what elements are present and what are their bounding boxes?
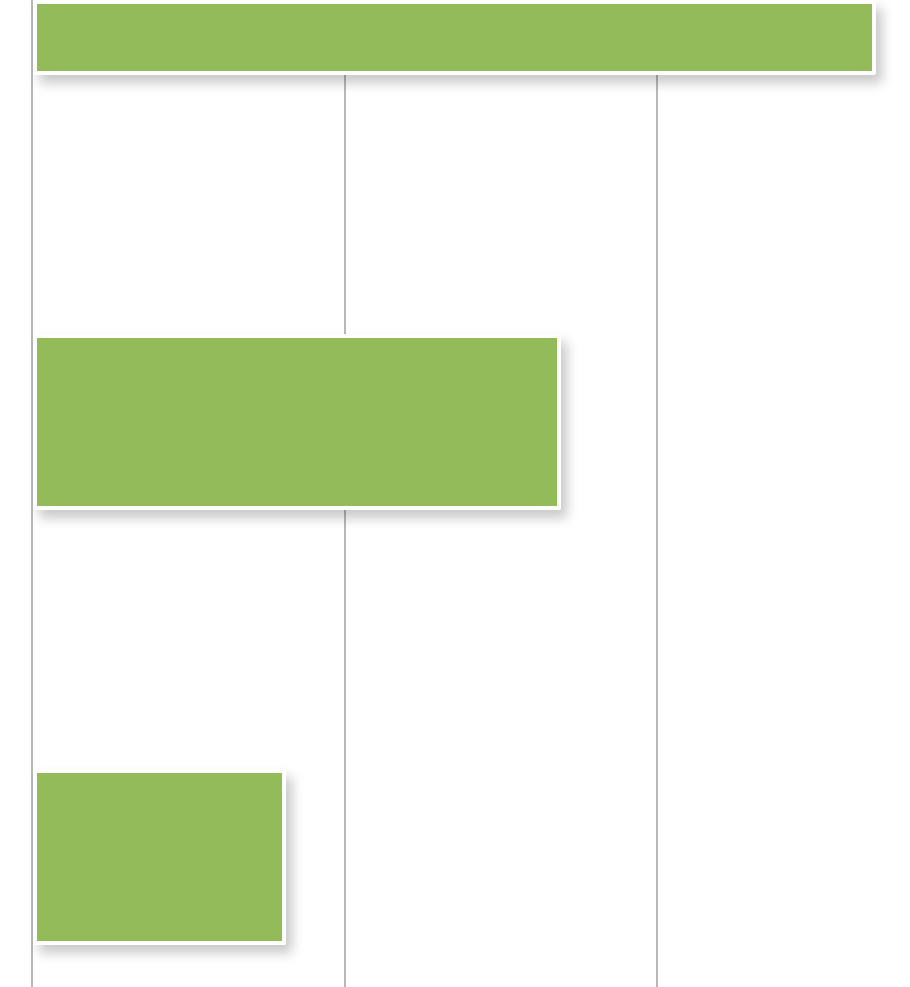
bar-1 (33, 334, 561, 510)
bar-2 (33, 769, 286, 945)
bar-chart (0, 0, 910, 987)
gridline-2 (656, 0, 658, 987)
bar-0 (33, 0, 876, 75)
